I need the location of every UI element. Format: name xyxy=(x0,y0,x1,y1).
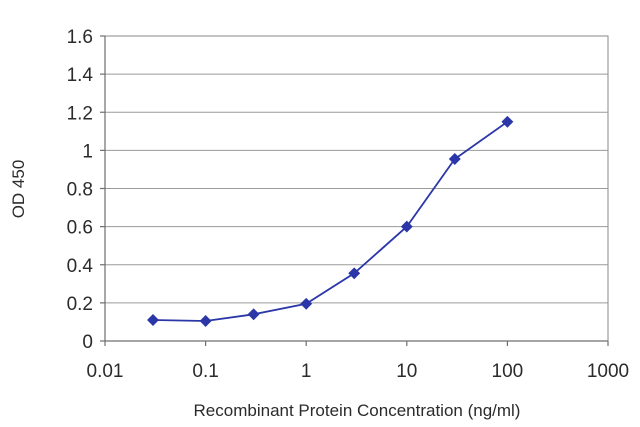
x-tick-label: 100 xyxy=(492,361,524,382)
y-tick-label: 0.2 xyxy=(67,294,93,315)
y-tick-label: 1.4 xyxy=(67,65,94,86)
y-tick-label: 1.2 xyxy=(67,103,93,124)
y-tick-label: 0.8 xyxy=(67,180,93,201)
x-tick-label: 10 xyxy=(396,361,417,382)
series-line xyxy=(152,121,508,322)
x-tick-label: 1000 xyxy=(587,361,629,382)
x-tick-label: 0.1 xyxy=(192,361,218,382)
x-tick-label: 0.01 xyxy=(87,361,124,382)
axes xyxy=(100,35,609,346)
y-tick-label: 0.4 xyxy=(67,256,94,277)
y-tick-label: 0.6 xyxy=(67,218,93,239)
x-tick-labels: 0.01 0.1 1 10 100 1000 xyxy=(87,361,630,382)
x-axis-title: Recombinant Protein Concentration (ng/ml… xyxy=(194,401,521,420)
y-tick-label: 0 xyxy=(82,332,93,353)
grid-lines xyxy=(105,73,608,304)
y-tick-label: 1 xyxy=(82,141,93,162)
y-tick-label: 1.6 xyxy=(67,27,93,48)
y-axis-title: OD 450 xyxy=(9,160,28,219)
y-tick-labels: 0 0.2 0.4 0.6 0.8 1 1.2 1.4 1.6 xyxy=(67,27,94,353)
x-tick-label: 1 xyxy=(301,361,312,382)
